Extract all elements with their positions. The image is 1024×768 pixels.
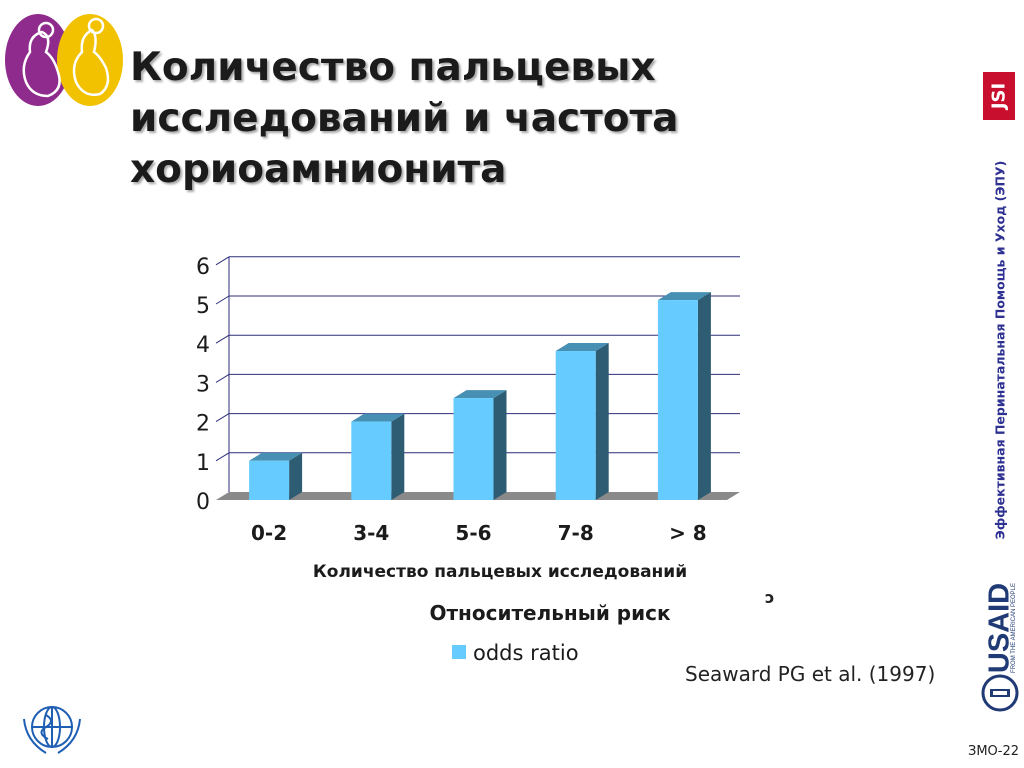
bar-side bbox=[595, 343, 609, 500]
bar-top bbox=[555, 343, 609, 352]
chart-bars bbox=[249, 292, 711, 500]
jsi-logo: JSI bbox=[983, 72, 1015, 120]
bar-top bbox=[351, 413, 405, 422]
bar-side bbox=[391, 413, 405, 500]
y-tick-label: 0 bbox=[196, 490, 210, 515]
legend-label: odds ratio bbox=[473, 641, 579, 665]
bar bbox=[453, 390, 507, 500]
stray-mark: ↄ bbox=[765, 588, 775, 607]
bar-front bbox=[657, 300, 698, 500]
y-tick-label: 3 bbox=[196, 372, 210, 397]
bar-front bbox=[249, 460, 290, 500]
gridline-wall bbox=[215, 295, 230, 305]
x-tick-label: 7-8 bbox=[558, 521, 594, 545]
y-axis-ticks: 0 1 2 3 4 5 6 bbox=[196, 255, 210, 515]
gridline-wall bbox=[215, 413, 230, 423]
usaid-tagline-text: FROM THE AMERICAN PEOPLE bbox=[1011, 583, 1017, 673]
bar-side bbox=[493, 390, 507, 500]
gridline-wall bbox=[215, 373, 230, 383]
bar bbox=[555, 343, 609, 500]
x-axis-label: Количество пальцевых исследований bbox=[313, 562, 687, 582]
gridline-wall bbox=[215, 256, 230, 266]
legend-title: Относительный риск bbox=[429, 601, 671, 625]
slide-title: Количество пальцевых исследований и част… bbox=[130, 45, 679, 192]
gridline-wall bbox=[215, 334, 230, 344]
bar-side bbox=[289, 452, 303, 500]
bar-front bbox=[555, 351, 596, 500]
slide-code: ЗМО-22 bbox=[968, 744, 1020, 759]
sidebar-program-text: Эффективная Перинатальная Помощь и Уход … bbox=[992, 160, 1008, 540]
x-tick-label: 5-6 bbox=[455, 521, 491, 545]
x-tick-label: 3-4 bbox=[353, 521, 389, 545]
bar-front bbox=[453, 398, 494, 500]
bar bbox=[249, 452, 303, 500]
bar-top bbox=[657, 292, 711, 301]
perinatal-care-logo bbox=[5, 14, 123, 106]
legend-swatch bbox=[452, 645, 466, 659]
gridline-wall bbox=[215, 452, 230, 462]
y-tick-label: 5 bbox=[196, 294, 210, 319]
bar-top bbox=[453, 390, 507, 399]
bar-side bbox=[697, 292, 711, 500]
jsi-logo-text: JSI bbox=[988, 82, 1010, 110]
bar-front bbox=[351, 421, 392, 500]
y-tick-label: 2 bbox=[196, 412, 210, 437]
y-tick-label: 1 bbox=[196, 451, 210, 476]
y-tick-label: 6 bbox=[196, 255, 210, 280]
who-emblem-icon bbox=[23, 706, 81, 754]
x-tick-label: 0-2 bbox=[251, 521, 287, 545]
x-axis-ticks: 0-2 3-4 5-6 7-8 > 8 bbox=[251, 521, 707, 545]
x-tick-label: > 8 bbox=[669, 521, 707, 545]
y-tick-label: 4 bbox=[196, 333, 210, 358]
bar-top bbox=[249, 452, 303, 461]
bar bbox=[351, 413, 405, 500]
citation: Seaward PG et al. (1997) bbox=[685, 662, 936, 686]
bar bbox=[657, 292, 711, 500]
usaid-seal-icon bbox=[981, 674, 1019, 712]
